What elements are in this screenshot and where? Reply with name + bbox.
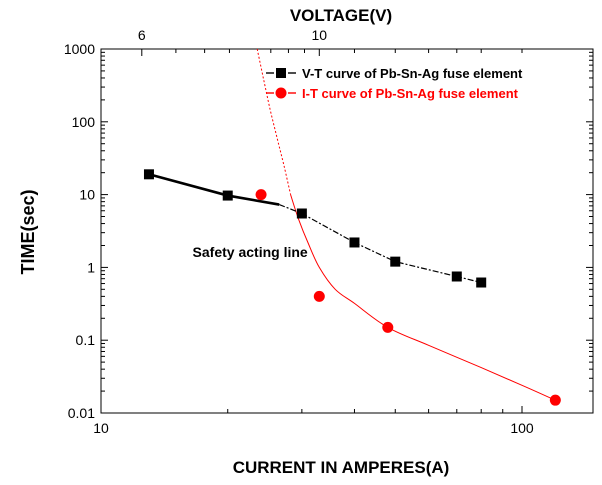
legend-marker-circle: [275, 87, 287, 99]
vt-point: [476, 277, 487, 288]
x-axis-title: CURRENT IN AMPERES(A): [233, 458, 450, 477]
y-tick-label: 0.1: [76, 332, 96, 348]
top-axis-title: VOLTAGE(V): [290, 6, 392, 25]
legend: V-T curve of Pb-Sn-Ag fuse element I-T cu…: [266, 66, 523, 101]
x-tick-label: 10: [93, 420, 109, 436]
legend-label: V-T curve of Pb-Sn-Ag fuse element: [302, 66, 523, 81]
vt-point: [143, 169, 154, 180]
top-tick-label: 6: [138, 27, 146, 43]
y-tick-label: 10: [79, 187, 95, 203]
y-tick-label: 100: [72, 114, 96, 130]
top-axis-ticks: 6 10: [138, 27, 523, 56]
plot-curves: [148, 48, 556, 401]
vt-series-line: [278, 203, 482, 284]
it-fit-curve-dotted: [256, 48, 292, 195]
x-tick-label: 100: [510, 420, 534, 436]
it-point: [313, 290, 325, 302]
annotations: Safety acting line: [193, 244, 308, 260]
vt-point: [451, 271, 462, 282]
it-point: [255, 189, 267, 201]
safety-acting-line-label: Safety acting line: [193, 244, 308, 260]
vt-point: [349, 237, 360, 248]
y-tick-label: 1000: [64, 41, 95, 57]
it-fit-curve: [290, 194, 556, 401]
vt-point: [296, 208, 307, 219]
top-tick-label: 10: [312, 27, 328, 43]
vt-point: [390, 256, 401, 267]
plot-frame: [100, 48, 594, 414]
y-tick-label: 0.01: [68, 405, 95, 421]
y-axis-title: TIME(sec): [18, 189, 38, 274]
y-axis-ticks: 1000 100 10 1 0.1 0.01: [64, 41, 593, 421]
legend-label: I-T curve of Pb-Sn-Ag fuse element: [302, 86, 519, 101]
plot-markers: [143, 169, 561, 406]
it-point: [382, 321, 394, 333]
x-axis-ticks: 10 100: [93, 406, 534, 436]
vt-point: [222, 190, 233, 201]
legend-marker-square: [276, 68, 286, 78]
it-point: [549, 394, 561, 406]
y-tick-label: 1: [87, 259, 95, 275]
